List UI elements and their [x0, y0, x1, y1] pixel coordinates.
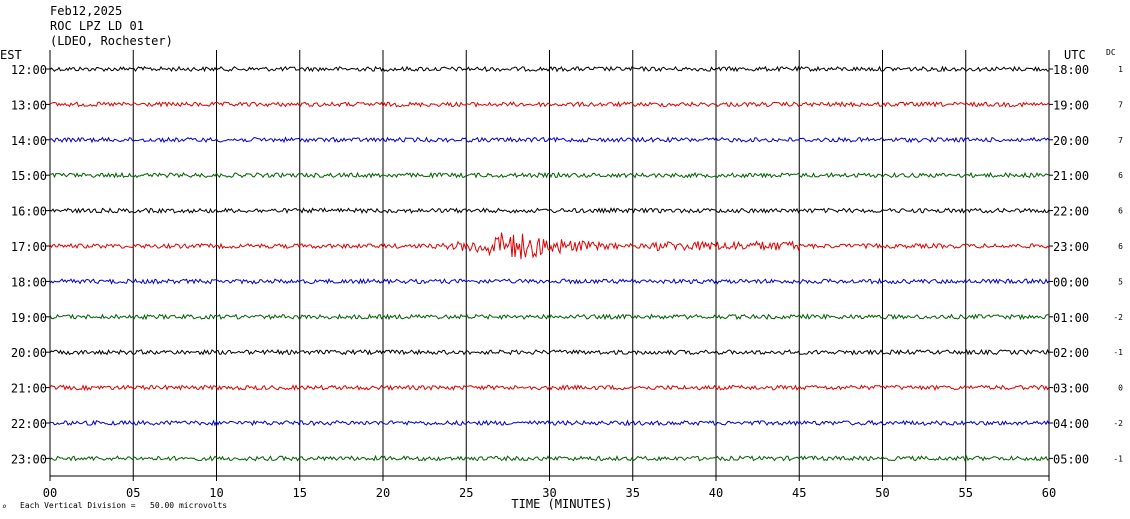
dc-column-title: DC	[1106, 48, 1116, 57]
seismic-trace	[49, 171, 1050, 179]
x-tick-label: 55	[959, 486, 973, 500]
est-time-label: 18:00	[11, 275, 47, 289]
x-tick-label: 15	[293, 486, 307, 500]
utc-time-label: 03:00	[1053, 382, 1089, 396]
seismic-trace	[49, 100, 1050, 108]
x-tick-label: 45	[792, 486, 806, 500]
utc-time-label: 19:00	[1053, 98, 1089, 112]
dc-offset-label: 6	[1118, 242, 1123, 251]
seismic-trace	[49, 419, 1050, 427]
dc-offset-label: 7	[1118, 100, 1123, 109]
scale-icon: ⌕	[2, 502, 7, 511]
est-time-label: 21:00	[11, 382, 47, 396]
utc-time-label: 18:00	[1053, 63, 1089, 77]
utc-time-label: 01:00	[1053, 311, 1089, 325]
est-time-label: 12:00	[11, 63, 47, 77]
seismic-trace	[49, 384, 1050, 392]
dc-offset-label: 0	[1118, 384, 1123, 393]
seismic-trace	[49, 136, 1050, 144]
est-axis-title: EST	[0, 48, 22, 62]
x-tick-label: 50	[875, 486, 889, 500]
network-label: (LDEO, Rochester)	[50, 34, 173, 48]
dc-offset-label: 6	[1118, 207, 1123, 216]
utc-time-label: 22:00	[1053, 205, 1089, 219]
utc-time-label: 05:00	[1053, 452, 1089, 466]
dc-offset-label: -1	[1113, 454, 1123, 463]
est-time-label: 22:00	[11, 417, 47, 431]
est-time-label: 15:00	[11, 169, 47, 183]
utc-time-label: 00:00	[1053, 275, 1089, 289]
x-tick-label: 25	[459, 486, 473, 500]
utc-time-label: 02:00	[1053, 346, 1089, 360]
est-time-label: 17:00	[11, 240, 47, 254]
est-time-label: 16:00	[11, 205, 47, 219]
station-label: ROC LPZ LD 01	[50, 19, 144, 33]
dc-offset-label: -1	[1113, 348, 1123, 357]
utc-time-label: 21:00	[1053, 169, 1089, 183]
x-tick-label: 40	[709, 486, 723, 500]
utc-axis-title: UTC	[1064, 48, 1086, 62]
dc-offset-label: -2	[1113, 313, 1123, 322]
x-tick-label: 10	[209, 486, 223, 500]
seismic-trace	[49, 454, 1050, 462]
utc-time-label: 23:00	[1053, 240, 1089, 254]
dc-offset-label: 7	[1118, 136, 1123, 145]
x-tick-label: 30	[542, 486, 556, 500]
x-tick-label: 05	[126, 486, 140, 500]
x-tick-label: 60	[1042, 486, 1056, 500]
est-time-label: 20:00	[11, 346, 47, 360]
seismic-trace	[49, 277, 1050, 285]
est-time-label: 23:00	[11, 452, 47, 466]
dc-offset-label: 6	[1118, 171, 1123, 180]
utc-time-label: 04:00	[1053, 417, 1089, 431]
seismic-trace	[49, 65, 1050, 73]
scale-note: Each Vertical Division = 50.00 microvolt…	[20, 501, 228, 510]
x-tick-label: 00	[43, 486, 57, 500]
seismic-trace	[49, 207, 1050, 215]
x-tick-label: 20	[376, 486, 390, 500]
dc-offset-label: -2	[1113, 419, 1123, 428]
est-time-label: 13:00	[11, 98, 47, 112]
seismic-trace	[49, 313, 1050, 321]
est-time-label: 14:00	[11, 134, 47, 148]
est-time-label: 19:00	[11, 311, 47, 325]
x-tick-label: 35	[626, 486, 640, 500]
date-label: Feb12,2025	[50, 4, 123, 18]
dc-offset-label: 1	[1118, 65, 1123, 74]
x-axis-label: TIME (MINUTES)	[511, 497, 612, 511]
seismic-trace	[49, 232, 1050, 260]
seismic-trace	[49, 348, 1050, 356]
dc-offset-label: 5	[1118, 277, 1123, 286]
utc-time-label: 20:00	[1053, 134, 1089, 148]
